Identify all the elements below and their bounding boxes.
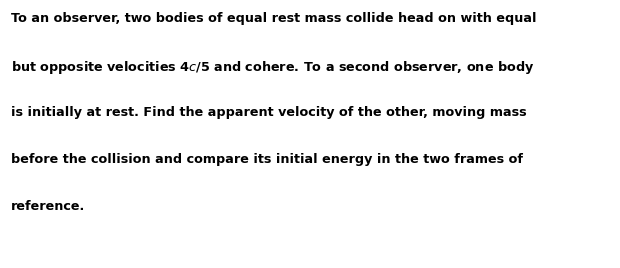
Text: is initially at rest. Find the apparent velocity of the other, moving mass: is initially at rest. Find the apparent … bbox=[11, 106, 527, 119]
Text: To an observer, two bodies of equal rest mass collide head on with equal: To an observer, two bodies of equal rest… bbox=[11, 12, 537, 25]
Text: before the collision and compare its initial energy in the two frames of: before the collision and compare its ini… bbox=[11, 153, 523, 166]
Text: reference.: reference. bbox=[11, 200, 86, 213]
Text: but opposite velocities 4$\mathit{c}$/5 and cohere. To a second observer, one bo: but opposite velocities 4$\mathit{c}$/5 … bbox=[11, 59, 534, 76]
